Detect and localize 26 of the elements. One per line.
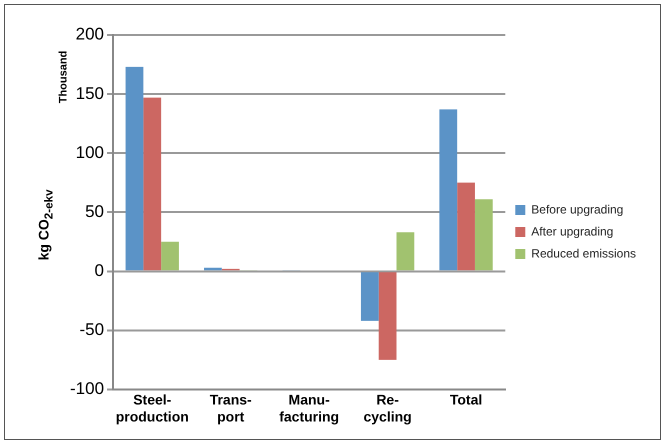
x-tick-label: Total bbox=[450, 392, 482, 408]
bar bbox=[457, 182, 475, 270]
y-tick-label: 50 bbox=[85, 202, 104, 221]
legend-label: Reduced emissions bbox=[531, 246, 636, 260]
bar bbox=[143, 98, 162, 270]
bar bbox=[396, 232, 414, 270]
y-tick-label: -100 bbox=[70, 379, 104, 398]
y-tick-label: -50 bbox=[79, 320, 104, 340]
x-tick-label: Trans-port bbox=[210, 392, 252, 424]
y-tick-label: 200 bbox=[76, 24, 104, 44]
x-tick-label: Manu-facturing bbox=[279, 392, 340, 424]
y-tick-label: 150 bbox=[76, 84, 104, 103]
x-tick-label: Re-cycling bbox=[363, 392, 412, 424]
legend-label: After upgrading bbox=[531, 224, 614, 238]
bar bbox=[378, 272, 396, 360]
bar bbox=[439, 109, 458, 270]
bar bbox=[360, 272, 379, 321]
legend-label: Before upgrading bbox=[531, 202, 624, 216]
text: Thousand bbox=[56, 50, 69, 104]
bar bbox=[474, 199, 493, 270]
y-tick-label: 0 bbox=[94, 260, 104, 280]
bar bbox=[161, 242, 179, 270]
bar bbox=[126, 66, 144, 270]
bar bbox=[204, 268, 222, 270]
x-tick-label: Steel-production bbox=[116, 392, 189, 424]
y-tick-label: 100 bbox=[76, 142, 104, 162]
